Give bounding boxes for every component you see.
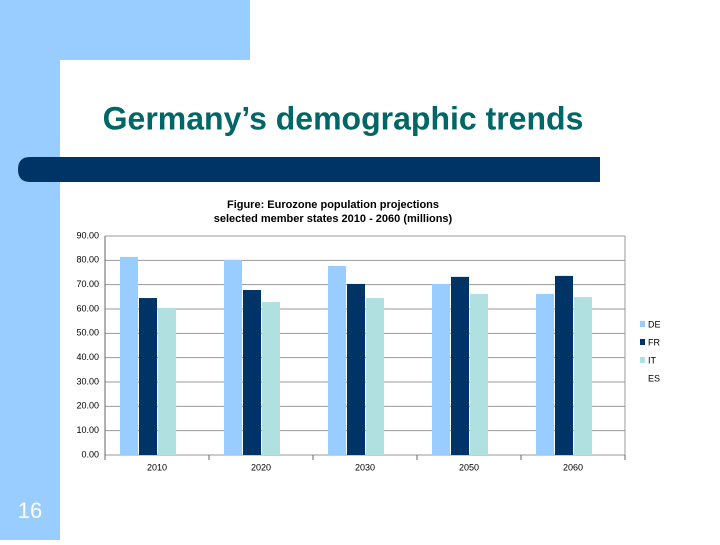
bar bbox=[451, 276, 469, 455]
legend-label: DE bbox=[648, 319, 661, 329]
x-tick-label: 2060 bbox=[563, 462, 583, 472]
bar bbox=[120, 256, 138, 455]
chart-title: Figure: Eurozone population projections bbox=[227, 199, 439, 211]
bar bbox=[328, 265, 346, 455]
x-tick-label: 2030 bbox=[355, 462, 375, 472]
y-tick-label: 0.00 bbox=[81, 449, 99, 459]
bar bbox=[139, 298, 157, 455]
x-tick-label: 2050 bbox=[459, 462, 479, 472]
bar bbox=[224, 260, 242, 455]
bar bbox=[158, 308, 176, 455]
legend-label: IT bbox=[648, 355, 657, 365]
y-tick-label: 50.00 bbox=[76, 328, 99, 338]
slide-title: Germany’s demographic trends bbox=[103, 100, 584, 136]
legend-label: ES bbox=[648, 373, 660, 383]
bar bbox=[262, 301, 280, 455]
y-tick-label: 80.00 bbox=[76, 255, 99, 265]
legend-swatch bbox=[640, 321, 645, 327]
y-tick-label: 30.00 bbox=[76, 376, 99, 386]
page-number: 16 bbox=[18, 498, 42, 523]
side-band bbox=[0, 0, 60, 540]
y-tick-label: 40.00 bbox=[76, 352, 99, 362]
x-tick-label: 2010 bbox=[147, 462, 167, 472]
bar bbox=[432, 283, 450, 455]
bar bbox=[555, 275, 573, 455]
chart-title: selected member states 2010 - 2060 (mill… bbox=[214, 213, 453, 225]
bar bbox=[243, 290, 261, 455]
y-tick-label: 60.00 bbox=[76, 303, 99, 313]
bar bbox=[347, 283, 365, 455]
title-rule bbox=[18, 157, 600, 182]
y-tick-label: 90.00 bbox=[76, 230, 99, 240]
y-tick-label: 70.00 bbox=[76, 279, 99, 289]
x-tick-label: 2020 bbox=[251, 462, 271, 472]
bar bbox=[536, 293, 554, 455]
bar bbox=[366, 298, 384, 455]
y-tick-label: 10.00 bbox=[76, 425, 99, 435]
bar bbox=[470, 293, 488, 455]
legend-swatch bbox=[640, 357, 645, 363]
bar bbox=[574, 297, 592, 455]
legend-swatch bbox=[640, 339, 645, 345]
y-tick-label: 20.00 bbox=[76, 401, 99, 411]
legend-label: FR bbox=[648, 337, 660, 347]
